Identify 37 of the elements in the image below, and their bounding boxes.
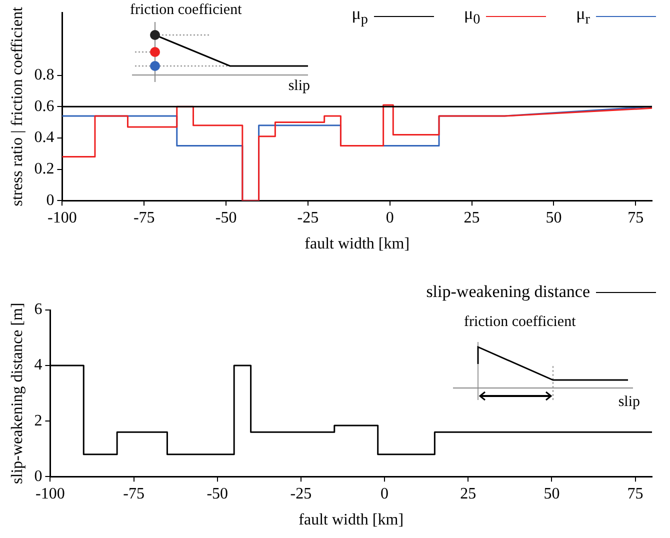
x-tick-label: -25 (290, 485, 312, 502)
y-tick-label: 0.4 (34, 129, 54, 146)
x-tick-label: -75 (123, 485, 144, 502)
y-tick-label: 0.2 (34, 160, 54, 178)
y-axis-title: stress ratio | friction coefficient (8, 6, 26, 206)
annotation: slip (288, 78, 310, 95)
legend-label: slip-weakening distance (426, 282, 590, 302)
x-tick-label: 75 (627, 485, 644, 502)
legend-label: μ$_{r}$ (576, 4, 590, 28)
x-tick-label: 50 (546, 209, 562, 226)
x-axis-title: fault width [km] (298, 512, 404, 529)
x-tick-label: 0 (380, 485, 389, 502)
x-tick-label: 75 (628, 209, 644, 226)
annotation: slip (618, 394, 640, 411)
legend-label: μ$_{p}$ (352, 4, 368, 28)
x-tick-label: 50 (544, 485, 560, 502)
y-tick-label: 0.8 (34, 66, 54, 84)
x-tick-label: 0 (386, 209, 394, 226)
x-tick-label: -75 (133, 209, 155, 226)
y-tick-label: 0 (46, 192, 54, 209)
x-tick-label: -100 (36, 485, 65, 502)
y-tick-label: 6 (34, 301, 42, 318)
annotation: friction coefficient (464, 314, 576, 331)
legend-label: μ$_{0}$ (464, 4, 480, 28)
x-tick-label: -50 (206, 485, 228, 502)
x-tick-label: -50 (215, 209, 237, 226)
x-axis-title: fault width [km] (304, 236, 410, 253)
x-tick-label: -100 (48, 209, 77, 226)
annotation: friction coefficient (130, 2, 242, 19)
x-tick-label: 25 (460, 485, 476, 502)
y-axis-title: slip-weakening distance [m] (8, 302, 26, 484)
y-tick-label: 0 (34, 468, 42, 485)
x-tick-label: -25 (297, 209, 319, 226)
y-tick-label: 0.6 (34, 98, 54, 115)
x-tick-label: 25 (464, 209, 480, 226)
y-tick-label: 4 (34, 356, 42, 374)
y-tick-label: 2 (34, 412, 42, 430)
